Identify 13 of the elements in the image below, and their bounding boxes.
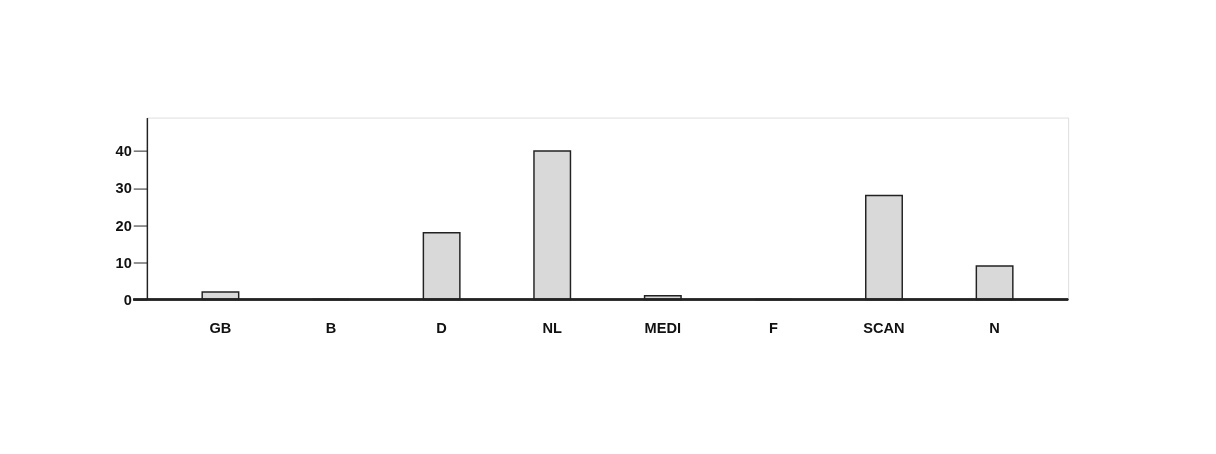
y-tick-label: 30 — [115, 180, 132, 197]
x-tick-label: NL — [542, 320, 563, 337]
x-tick-label: F — [768, 320, 778, 337]
x-tick-label: D — [436, 320, 447, 337]
y-tick-label: 10 — [115, 254, 132, 271]
y-tick-label: 0 — [123, 291, 132, 308]
x-tick-label: N — [989, 320, 1000, 337]
y-tick-label: 40 — [115, 143, 132, 160]
x-tick-label: GB — [209, 320, 232, 337]
y-tick-label: 20 — [115, 217, 132, 234]
x-tick-label: MEDI — [644, 320, 682, 337]
x-tick-label: B — [325, 320, 337, 337]
x-tick-label: SCAN — [863, 320, 905, 337]
